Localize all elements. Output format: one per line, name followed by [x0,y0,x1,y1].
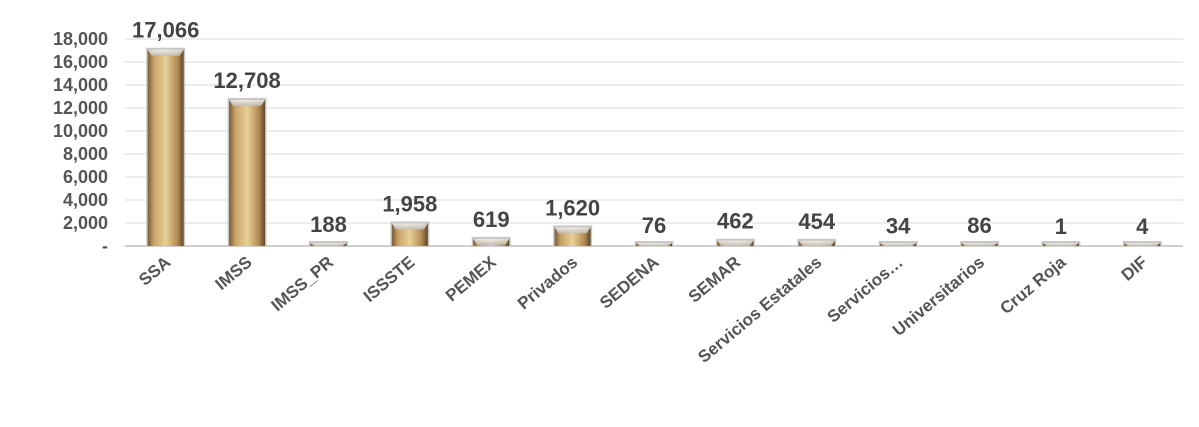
y-tick-label: 18,000 [53,29,108,49]
x-tick-label: IMSS_PR [268,253,337,316]
bar-cap [636,243,672,246]
bar-cap [880,243,917,246]
bar [308,241,348,246]
x-tick-label: Privados [514,253,581,314]
bars [146,47,1162,247]
bar-cap [554,227,591,234]
bar-body [229,99,266,246]
data-label: 454 [798,209,835,234]
y-tick-label: 4,000 [63,190,108,210]
bar-cap [961,243,998,246]
x-tick-label: SEMAR [685,253,744,307]
data-labels: 17,066 12,708 188 1,958 619 1,620 76 462 454 34 86… [132,18,1149,239]
bar [960,241,1000,246]
bar-cap [1124,243,1161,246]
bar [634,241,674,246]
x-axis-ticks: SSA IMSS IMSS_PR ISSSTE PEMEX Privados SEDENA S… [135,252,1151,367]
bar-cap [147,49,184,56]
bar-body [147,49,184,247]
bar-cap [310,243,347,246]
y-tick-label: 10,000 [53,121,108,141]
gridlines [125,38,1183,224]
x-tick-label: ISSSTE [360,253,419,306]
bar [715,238,755,246]
data-label: 619 [473,207,510,232]
bar [878,241,918,246]
bar [227,97,267,246]
x-tick-label: Cruz Roja [997,252,1070,318]
y-tick-label: 6,000 [63,167,108,187]
x-tick-label: DIF [1118,253,1151,285]
x-tick-label: SSA [135,253,174,290]
y-axis-ticks: - 2,000 4,000 6,000 8,000 10,000 12,000 14,000 1… [53,29,108,256]
data-label: 76 [642,213,666,238]
y-tick-label: 16,000 [53,52,108,72]
data-label: 17,066 [132,18,199,43]
data-label: 34 [886,214,911,239]
x-tick-label: SEDENA [596,253,662,313]
bar [797,238,837,246]
data-label: 462 [717,209,754,234]
y-tick-label: 8,000 [63,144,108,164]
data-label: 1,620 [545,195,600,220]
bar-cap [229,99,266,106]
bar [1041,241,1081,246]
bar-cap [473,238,510,245]
data-label: 1,958 [382,191,437,216]
bar [553,225,593,246]
y-tick-label: 12,000 [53,98,108,118]
x-tick-label: IMSS [212,253,256,294]
data-label: 4 [1136,214,1149,239]
bar-cap [717,240,754,246]
bar [390,221,430,246]
data-label: 12,708 [213,68,280,93]
bar-cap [798,240,835,246]
data-label: 86 [967,213,991,238]
y-tick-label: - [102,236,108,256]
x-tick-label: PEMEX [442,252,500,305]
bar [146,47,186,247]
y-tick-label: 14,000 [53,75,108,95]
bar-cap [1042,243,1079,246]
bar-cap [391,223,428,230]
bar [1122,241,1162,246]
y-tick-label: 2,000 [63,213,108,233]
data-label: 1 [1055,214,1067,239]
data-label: 188 [310,212,347,237]
x-tick-label: Servicios… [824,253,907,327]
bar [471,236,511,246]
